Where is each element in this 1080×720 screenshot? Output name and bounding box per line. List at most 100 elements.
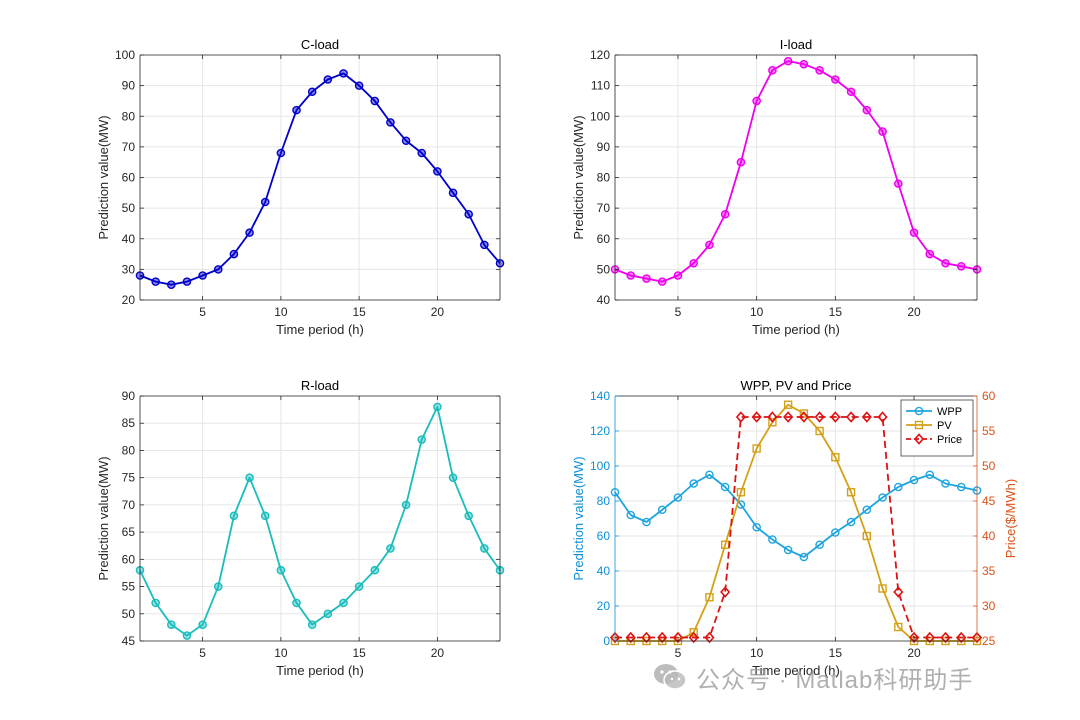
chart-1-series-1-point bbox=[182, 277, 192, 286]
chart-4-series-1-point bbox=[657, 505, 667, 515]
chart-2-series-1-point bbox=[736, 157, 746, 167]
chart-2-y-label: Prediction value(MW) bbox=[571, 115, 586, 239]
chart-3-title: R-load bbox=[301, 378, 339, 393]
chart-4-series-2-point bbox=[705, 593, 714, 602]
chart-1-series-1-point bbox=[433, 167, 442, 176]
chart-4-series-2-point bbox=[815, 426, 824, 436]
chart-1-series-1-point bbox=[167, 280, 176, 289]
chart-4-series-2-point bbox=[894, 622, 903, 632]
chart-2-y-tick-label: 100 bbox=[590, 109, 610, 123]
chart-3-series-1-point bbox=[401, 500, 411, 510]
chart-4-series-3-point bbox=[751, 411, 762, 423]
chart-2-series-1-point bbox=[689, 258, 698, 268]
chart-1-series-1-line bbox=[139, 72, 501, 286]
chart-2-y-tick-label: 70 bbox=[597, 201, 611, 215]
chart-2-series-1-point bbox=[657, 277, 667, 286]
chart-1-series-1-point bbox=[292, 105, 301, 115]
chart-4-series-3-point bbox=[704, 631, 715, 644]
chart-3-series-1-point bbox=[292, 598, 301, 608]
chart-4-series-3-point bbox=[688, 631, 699, 644]
chart-1: 5 10 15 20 20 30 40 50 60 70 80 90 100 C-load Time per… bbox=[96, 37, 505, 337]
chart-4-series-3-point bbox=[814, 411, 825, 423]
chart-2-series-1-point bbox=[878, 127, 887, 136]
chart-1-series-1-point bbox=[229, 249, 239, 259]
chart-4-series-3-line bbox=[615, 416, 977, 639]
chart-3-y-tick-label: 80 bbox=[122, 443, 136, 457]
chart-1-y-tick-label: 30 bbox=[122, 262, 136, 276]
chart-1-series-1-point bbox=[339, 69, 348, 78]
chart-4-series-1-point bbox=[626, 510, 636, 520]
chart-3-series-1-point bbox=[354, 582, 364, 591]
chart-1-series-1-point bbox=[386, 118, 395, 127]
chart-4-y2-tick-label: 45 bbox=[982, 494, 996, 508]
chart-4-series-1-point bbox=[673, 493, 683, 502]
chart-2-series-1-point bbox=[626, 271, 636, 280]
chart-3-series-1-point bbox=[276, 565, 286, 575]
chart-4-series-1-point bbox=[783, 545, 793, 555]
chart-2-series-1-point bbox=[720, 209, 730, 219]
chart-4-legend-label: Price bbox=[937, 434, 962, 446]
chart-3-series-1-point bbox=[323, 609, 333, 619]
chart-2-x-tick-label: 5 bbox=[675, 305, 682, 319]
chart-2-series-1-point bbox=[673, 271, 683, 280]
chart-2-title: I-load bbox=[780, 37, 813, 52]
chart-4-series-2-point bbox=[689, 628, 698, 637]
chart-4-x-label: Time period (h) bbox=[752, 663, 840, 678]
chart-3-y-tick-label: 70 bbox=[122, 498, 136, 512]
chart-3-series-1-point bbox=[386, 544, 395, 553]
chart-2-series-1-point bbox=[941, 258, 950, 268]
chart-1-series-1-point bbox=[213, 265, 223, 274]
chart-4-y-tick-label: 140 bbox=[590, 389, 610, 403]
chart-2-series-1-point bbox=[862, 105, 872, 115]
chart-4-series-3-point bbox=[767, 411, 778, 423]
chart-2-series-1-point bbox=[909, 228, 919, 237]
chart-2-y-tick-label: 80 bbox=[597, 171, 611, 185]
chart-3-x-tick-label: 10 bbox=[274, 646, 288, 660]
chart-3-series-1-point bbox=[167, 620, 176, 629]
chart-4-series-3-point bbox=[735, 411, 746, 423]
wechat-icon bbox=[654, 664, 687, 690]
chart-1-y-label: Prediction value(MW) bbox=[96, 115, 111, 239]
chart-3-series-1-point bbox=[260, 511, 270, 521]
chart-3-y-tick-label: 50 bbox=[122, 607, 136, 621]
chart-1-series-1-point bbox=[198, 271, 207, 280]
chart-2-y-tick-label: 110 bbox=[591, 79, 610, 93]
chart-4-x-tick-label: 20 bbox=[907, 646, 921, 660]
chart-4-series-1-point bbox=[925, 470, 935, 480]
chart-2-series-1-point bbox=[846, 87, 856, 97]
chart-3-series-1-point bbox=[245, 473, 254, 482]
chart-4-series-3-point bbox=[893, 586, 904, 598]
chart-3-y-tick-label: 85 bbox=[122, 416, 136, 430]
chart-4-y2-tick-label: 60 bbox=[982, 389, 996, 403]
chart-4: 5 10 15 20 0 20 40 60 80 100 120 140 25 30 35 40 45 50 55 6… bbox=[571, 378, 1018, 678]
chart-3-y-tick-label: 65 bbox=[122, 525, 136, 539]
chart-3-y-tick-label: 45 bbox=[122, 634, 136, 648]
chart-1-series-1-point bbox=[151, 277, 160, 286]
chart-3-y-tick-label: 55 bbox=[122, 580, 136, 594]
chart-1-y-tick-label: 100 bbox=[115, 48, 135, 62]
chart-4-series-2-point bbox=[752, 444, 761, 453]
chart-4-y2-label: Price($/MWh) bbox=[1003, 479, 1018, 558]
chart-4-title: WPP, PV and Price bbox=[740, 378, 851, 393]
chart-4-y-tick-label: 100 bbox=[590, 459, 610, 473]
chart-1-series-1-point bbox=[354, 81, 364, 90]
chart-3-x-tick-label: 20 bbox=[431, 646, 445, 660]
chart-2-series-1-point bbox=[815, 66, 824, 75]
chart-3-series-1-point bbox=[417, 435, 427, 444]
chart-3-series-1-point bbox=[339, 598, 348, 608]
chart-4-series-3-point bbox=[783, 411, 794, 423]
chart-4-series-2-point bbox=[878, 584, 887, 593]
chart-4-x-tick-label: 15 bbox=[829, 646, 843, 660]
chart-2-y-tick-label: 90 bbox=[597, 140, 611, 154]
chart-4-y-tick-label: 40 bbox=[597, 564, 611, 578]
chart-4-series-3-point bbox=[798, 411, 809, 423]
chart-4-series-2-point bbox=[831, 453, 840, 462]
chart-1-series-1-point bbox=[245, 228, 254, 237]
chart-4-legend-marker bbox=[913, 433, 925, 445]
chart-4-y-tick-label: 60 bbox=[597, 529, 611, 543]
chart-4-series-2-point bbox=[799, 409, 809, 418]
chart-4-series-1-point bbox=[862, 505, 872, 515]
chart-4-series-2-point bbox=[783, 400, 793, 409]
chart-2-x-tick-label: 10 bbox=[750, 305, 764, 319]
